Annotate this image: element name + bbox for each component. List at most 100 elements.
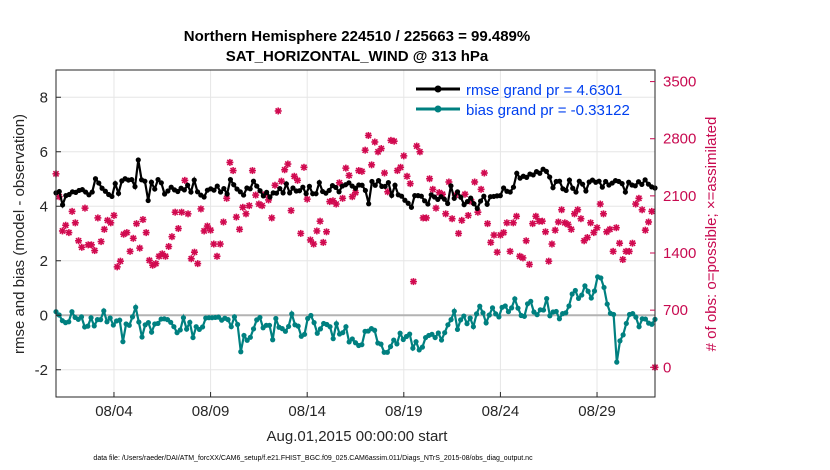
obs-point-stroke [297, 230, 304, 237]
bias-point [101, 308, 107, 314]
bias-point [285, 323, 292, 330]
obs-point [587, 219, 595, 227]
obs-point-stroke [81, 204, 89, 212]
obs-point [583, 233, 591, 241]
obs-point [294, 176, 302, 184]
obs-point-stroke [268, 214, 275, 222]
obs-point-stroke [500, 229, 507, 236]
obs-point [319, 238, 327, 246]
obs-point-stroke [342, 164, 350, 172]
obs-point-stroke [626, 248, 633, 255]
obs-point-stroke [226, 159, 234, 166]
rmse-point [89, 189, 95, 195]
rmse-point [408, 204, 415, 210]
rmse-point [405, 200, 411, 206]
bias-point [126, 322, 132, 328]
obs-point [216, 240, 224, 248]
obs-point [632, 200, 640, 208]
obs-point [335, 179, 343, 187]
rmse-point [366, 201, 372, 207]
obs-point-stroke [114, 263, 121, 271]
obs-point-stroke [481, 169, 488, 177]
legend-rmse-marker [434, 85, 442, 93]
bias-point [117, 317, 123, 323]
obs-point-stroke [313, 227, 321, 235]
rmse-point [530, 172, 536, 178]
obs-point-stroke [246, 202, 253, 209]
obs-point-stroke [397, 164, 404, 171]
obs-point-stroke [97, 238, 105, 245]
obs-point-stroke [339, 195, 346, 202]
obs-point-stroke [210, 240, 217, 248]
obs-point-stroke [345, 172, 353, 179]
obs-point-stroke [223, 195, 230, 202]
bias-point [432, 334, 438, 341]
bias-point [289, 311, 295, 317]
rmse-point [162, 191, 168, 197]
bias-point [98, 317, 104, 323]
obs-point [110, 211, 118, 219]
obs-point-stroke [101, 226, 108, 233]
obs-point-stroke [188, 255, 195, 262]
rmse-point [250, 178, 257, 184]
obs-point [612, 224, 620, 232]
rmse-point [224, 191, 230, 197]
legend-bias-label: bias grand pr = -0.33122 [466, 102, 630, 119]
obs-point-stroke [426, 175, 433, 182]
rmse-point [497, 193, 503, 199]
bias-point [171, 324, 177, 330]
bias-point [556, 316, 563, 322]
obs-point-stroke [300, 164, 308, 171]
obs-point-stroke [600, 210, 607, 217]
rmse-point [362, 187, 368, 194]
plot-frame [55, 69, 656, 398]
y2-tick-label: 3500 [663, 74, 696, 91]
y2-tick-label: 2100 [663, 188, 696, 205]
obs-point [210, 240, 218, 248]
obs-point [596, 200, 604, 208]
rmse-point [537, 170, 543, 176]
y-tick-label: 6 [40, 144, 48, 161]
obs-point-stroke [229, 167, 237, 174]
bias-point [582, 283, 588, 289]
bias-point [454, 326, 461, 333]
obs-point-stroke [371, 138, 378, 146]
legend-rmse-label: rmse grand pr = 4.6301 [466, 82, 622, 99]
y-axis-left: -2 0 2 4 6 8 [35, 89, 61, 379]
bias-point [266, 322, 273, 328]
rmse-point [181, 187, 187, 193]
obs-point [403, 172, 411, 180]
bias-point [458, 317, 464, 323]
obs-point-stroke [539, 218, 546, 225]
obs-point [599, 210, 607, 218]
x-tick-label: 08/04 [95, 403, 133, 420]
obs-point-stroke [548, 240, 556, 248]
bias-point [410, 345, 416, 351]
obs-point [165, 242, 173, 250]
x-tick-label: 08/19 [385, 403, 423, 420]
obs-point-stroke [271, 182, 279, 189]
bias-point [614, 359, 620, 365]
rmse-point [194, 189, 201, 195]
rmse-point [448, 183, 454, 189]
rmse-point [264, 189, 270, 195]
bias-point [69, 309, 75, 315]
obs-point [361, 146, 369, 154]
obs-point-stroke [593, 224, 601, 231]
obs-point-stroke [552, 226, 559, 234]
obs-point [168, 233, 176, 241]
obs-point-stroke [574, 206, 581, 213]
bias-point [308, 312, 314, 319]
obs-point-stroke [307, 236, 314, 244]
x-tick-label: 08/24 [482, 403, 520, 420]
obs-point-stroke [62, 222, 69, 229]
rmse-point [573, 189, 579, 195]
obs-point-stroke [403, 173, 411, 180]
obs-point [542, 228, 550, 236]
rmse-point [290, 185, 296, 191]
rmse-point [306, 183, 313, 189]
rmse-point [273, 190, 280, 196]
obs-point [593, 224, 601, 232]
y-tick-label: 0 [40, 307, 48, 324]
